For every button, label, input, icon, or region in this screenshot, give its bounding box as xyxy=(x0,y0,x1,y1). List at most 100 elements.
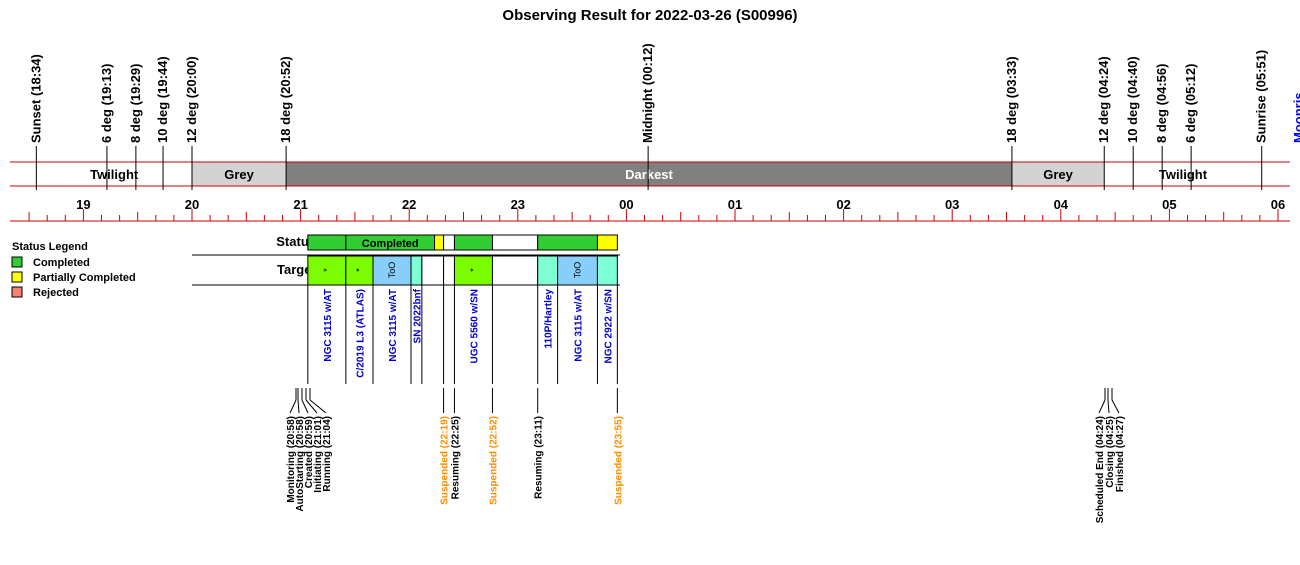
event-leader-line xyxy=(309,399,327,414)
twilight-marker-label: 6 deg (05:12) xyxy=(1183,64,1198,143)
target-inner-mark: * xyxy=(468,268,478,272)
target-inner-mark: * xyxy=(354,268,364,272)
time-axis-label: 03 xyxy=(945,197,959,212)
target-name-group: NGC 3115 w/AT xyxy=(388,289,399,362)
twilight-marker-label-group: 18 deg (03:33) xyxy=(1004,56,1019,143)
event-label: Resuming (22:25) xyxy=(450,416,461,499)
event-label-group: Closing (04:25) xyxy=(1105,416,1116,488)
legend-swatch xyxy=(11,256,23,268)
target-inner-group: ToO xyxy=(573,262,583,279)
target-name: SN 2022bnf xyxy=(412,288,423,343)
event-label: Finished (04:27) xyxy=(1115,416,1126,492)
target-name: NGC 2922 w/SN xyxy=(603,289,614,363)
event-label-group: Running (21:04) xyxy=(322,416,333,492)
sky-band-label: Grey xyxy=(224,167,254,182)
event-label-group: Created (20:59) xyxy=(304,416,315,488)
twilight-marker-label-group: 8 deg (19:29) xyxy=(128,64,143,143)
target-block xyxy=(421,255,445,286)
target-block xyxy=(307,255,347,286)
target-name-group: NGC 3115 w/AT xyxy=(574,289,585,362)
chart-title: Observing Result for 2022-03-26 (S00996) xyxy=(502,7,797,24)
status-block xyxy=(537,234,598,251)
status-block xyxy=(491,234,539,251)
sky-band-darkest xyxy=(286,162,1012,186)
target-name-group: NGC 2922 w/SN xyxy=(603,289,614,363)
time-axis-label: 05 xyxy=(1162,197,1176,212)
status-block xyxy=(434,234,445,251)
time-axis-label: 23 xyxy=(511,197,525,212)
twilight-marker-label: 10 deg (04:40) xyxy=(1125,56,1140,143)
event-label: Scheduled End (04:24) xyxy=(1095,416,1106,523)
twilight-marker-label-group: Sunset (18:34) xyxy=(28,54,43,143)
event-label-group: Suspended (23:55) xyxy=(613,416,624,505)
event-label: Suspended (22:52) xyxy=(488,416,499,505)
event-label: Suspended (22:19) xyxy=(440,416,451,505)
twilight-marker-label-group: 12 deg (20:00) xyxy=(184,56,199,143)
twilight-marker-label: 18 deg (03:33) xyxy=(1004,56,1019,143)
target-block xyxy=(410,255,423,286)
twilight-marker-label: Sunrise (05:51) xyxy=(1254,50,1269,143)
event-label-group: Resuming (23:11) xyxy=(534,416,545,499)
event-label-group: Suspended (22:19) xyxy=(440,416,451,505)
sky-band-twilight xyxy=(36,162,193,186)
twilight-marker-label-group: 6 deg (05:12) xyxy=(1183,64,1198,143)
target-inner-mark: * xyxy=(322,268,332,272)
target-name: C/2019 L3 (ATLAS) xyxy=(355,289,366,378)
moonrise-label: Moonris xyxy=(1291,92,1300,143)
target-block xyxy=(596,255,618,286)
twilight-marker-label: 8 deg (19:29) xyxy=(128,64,143,143)
twilight-marker-label: 12 deg (04:24) xyxy=(1096,56,1111,143)
target-inner-group: * xyxy=(322,268,332,272)
event-label-group: Suspended (22:52) xyxy=(488,416,499,505)
target-inner-mark: ToO xyxy=(387,262,397,279)
target-block xyxy=(443,255,455,286)
twilight-marker-label-group: 12 deg (04:24) xyxy=(1096,56,1111,143)
legend-label: Partially Completed xyxy=(33,272,136,284)
event-label: Suspended (23:55) xyxy=(613,416,624,505)
event-leader-line xyxy=(1098,399,1106,414)
event-label: Created (20:59) xyxy=(304,416,315,488)
event-label: Monitoring (20:58) xyxy=(286,416,297,503)
target-name-group: 110P/Hartley xyxy=(544,289,555,349)
sky-band-label: Grey xyxy=(1043,167,1073,182)
target-name-group: C/2019 L3 (ATLAS) xyxy=(355,289,366,378)
event-leader-line xyxy=(289,399,297,414)
status-block xyxy=(307,234,347,251)
twilight-marker-label-group: 6 deg (19:13) xyxy=(99,64,114,143)
sky-band-label: Twilight xyxy=(1159,167,1208,182)
target-block xyxy=(345,255,374,286)
target-name: 110P/Hartley xyxy=(544,289,555,349)
target-block xyxy=(537,255,559,286)
twilight-marker-label-group: 10 deg (19:44) xyxy=(155,56,170,143)
target-name: NGC 3115 w/AT xyxy=(388,289,399,362)
event-label: Resuming (23:11) xyxy=(534,416,545,499)
twilight-marker-label: 6 deg (19:13) xyxy=(99,64,114,143)
twilight-marker-label: 10 deg (19:44) xyxy=(155,56,170,143)
target-name: NGC 3115 w/AT xyxy=(574,289,585,362)
target-inner-group: * xyxy=(354,268,364,272)
event-label: Closing (04:25) xyxy=(1105,416,1116,488)
twilight-marker-label: Sunset (18:34) xyxy=(28,54,43,143)
legend-label: Completed xyxy=(33,257,90,269)
event-leader-line xyxy=(297,399,300,414)
twilight-marker-label-group: Midnight (00:12) xyxy=(640,43,655,143)
status-block-label: Completed xyxy=(362,238,419,250)
time-axis-label: 01 xyxy=(728,197,742,212)
status-block xyxy=(596,234,618,251)
event-leader-line xyxy=(1111,399,1120,414)
sky-band-label: Darkest xyxy=(625,167,673,182)
target-inner-mark: ToO xyxy=(573,262,583,279)
time-axis-label: 20 xyxy=(185,197,199,212)
legend-swatch xyxy=(11,286,23,298)
twilight-marker-label: 8 deg (04:56) xyxy=(1154,64,1169,143)
event-label-group: Monitoring (20:58) xyxy=(286,416,297,503)
twilight-marker-label: 18 deg (20:52) xyxy=(278,56,293,143)
event-label-group: Finished (04:27) xyxy=(1115,416,1126,492)
time-axis-label: 04 xyxy=(1054,197,1069,212)
twilight-marker-label-group: 8 deg (04:56) xyxy=(1154,64,1169,143)
event-label: Running (21:04) xyxy=(322,416,333,492)
time-axis-label: 19 xyxy=(76,197,90,212)
target-block xyxy=(453,255,493,286)
